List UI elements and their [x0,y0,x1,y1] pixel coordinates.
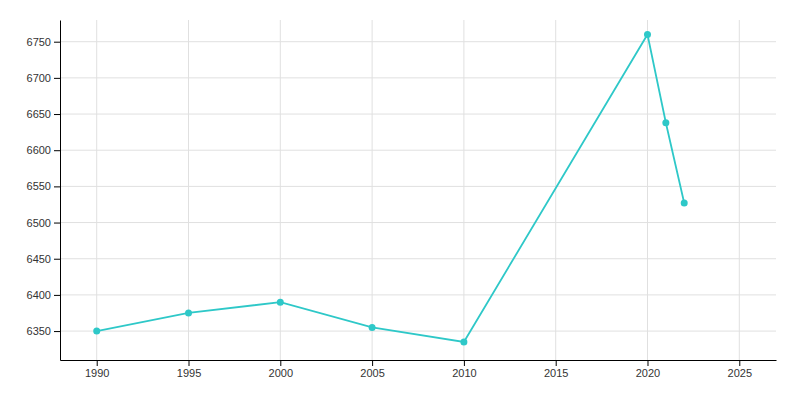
tick-mark [54,78,60,79]
grid-line [60,186,776,187]
grid-line [60,331,776,332]
tick-label: 6600 [27,144,51,156]
grid-line [60,114,776,115]
line [97,34,684,341]
x-axis: 1990 1995 2000 2005 2010 2015 2020 2025 [61,360,777,379]
point [662,119,669,126]
tick-mark [54,150,60,151]
tick: 6400 [27,289,60,301]
tick: 1995 [177,360,201,379]
tick-label: 6450 [27,253,51,265]
grid-line [60,294,776,295]
tick-mark [739,360,740,366]
tick: 6700 [27,72,60,84]
tick-mark [54,331,60,332]
tick-mark [54,186,60,187]
grid-line [60,150,776,151]
grid [60,20,776,360]
point [644,31,651,38]
tick: 6450 [27,253,60,265]
point [277,299,284,306]
tick: 6600 [27,144,60,156]
grid-line [739,20,740,360]
tick-label: 2020 [636,367,660,379]
tick-mark [280,360,281,366]
grid-line [463,20,464,360]
tick: 2000 [269,360,293,379]
grid-line [280,20,281,360]
tick-label: 2025 [728,367,752,379]
tick-mark [464,360,465,366]
tick-mark [189,360,190,366]
tick: 6650 [27,108,60,120]
point [93,328,100,335]
point [185,309,192,316]
tick-mark [54,259,60,260]
tick-mark [54,295,60,296]
tick: 6500 [27,217,60,229]
tick-label: 2010 [452,367,476,379]
tick-label: 2005 [360,367,384,379]
tick-mark [97,360,98,366]
tick-mark [54,114,60,115]
tick-label: 1990 [85,367,109,379]
tick: 2005 [360,360,384,379]
series [93,31,687,345]
grid-line [647,20,648,360]
tick-label: 6750 [27,36,51,48]
chart: 1990 1995 2000 2005 2010 2015 2020 2025 6350 6400… [0,0,800,400]
tick: 2010 [452,360,476,379]
axis-line [61,360,777,361]
tick: 6550 [27,180,60,192]
tick-label: 6500 [27,217,51,229]
tick: 6350 [27,325,60,337]
plot-area: 1990 1995 2000 2005 2010 2015 2020 2025 6350 6400… [27,20,777,379]
tick-label: 6400 [27,289,51,301]
grid-line [96,20,97,360]
tick: 2015 [544,360,568,379]
tick-label: 2015 [544,367,568,379]
tick: 2020 [636,360,660,379]
tick-mark [556,360,557,366]
grid-line [372,20,373,360]
axis-line [60,21,61,361]
grid-line [60,77,776,78]
tick-mark [54,223,60,224]
tick-label: 2000 [269,367,293,379]
grid-line [60,222,776,223]
tick-label: 6350 [27,325,51,337]
tick-label: 6550 [27,180,51,192]
tick: 6750 [27,36,60,48]
grid-line [188,20,189,360]
tick: 1990 [85,360,109,379]
tick-label: 6650 [27,108,51,120]
point [681,200,688,207]
tick-label: 1995 [177,367,201,379]
tick-label: 6700 [27,72,51,84]
point [460,338,467,345]
tick: 2025 [728,360,752,379]
tick-mark [647,360,648,366]
tick-mark [54,42,60,43]
y-axis: 6350 6400 6450 6500 6550 6600 6650 6700 6750 [27,21,61,361]
grid-line [60,258,776,259]
point [369,324,376,331]
tick-mark [372,360,373,366]
grid-line [60,41,776,42]
